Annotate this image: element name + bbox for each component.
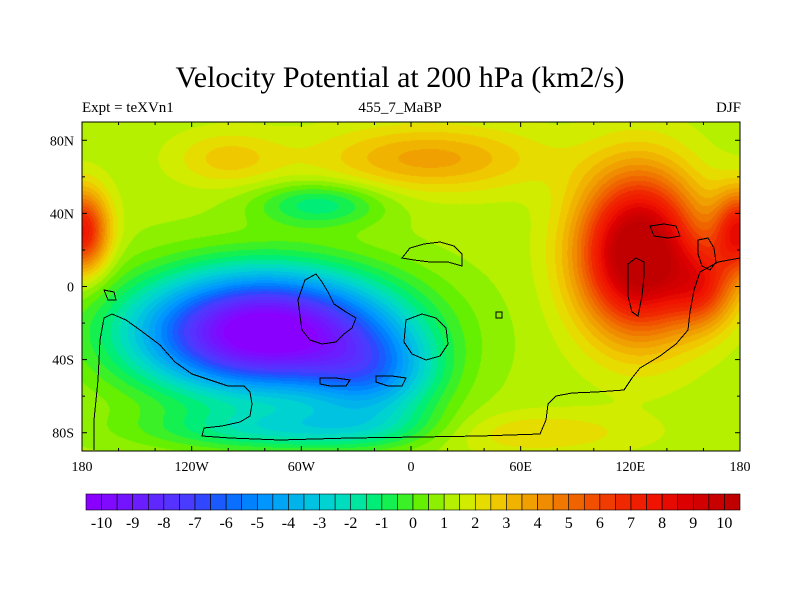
coastline-segment — [103, 289, 117, 301]
velocity-potential-field — [82, 122, 740, 451]
colorbar-label: 7 — [627, 515, 635, 532]
colorbar-box — [568, 493, 585, 511]
colorbar-box — [677, 493, 694, 511]
coastline-segment — [319, 377, 351, 387]
colorbar-box — [412, 493, 429, 511]
colorbar-box — [521, 493, 538, 511]
colorbar-label: -8 — [157, 515, 170, 532]
season-label: DJF — [715, 100, 741, 116]
colorbar-box — [256, 493, 274, 511]
colorbar-label: -9 — [126, 515, 139, 532]
x-tick-label: 120W — [175, 460, 210, 475]
colorbar-box — [334, 493, 352, 511]
colorbar-box — [303, 493, 320, 511]
colorbar-label: -7 — [188, 515, 201, 532]
colorbar-label: 0 — [409, 515, 417, 532]
colorbar-box — [241, 493, 258, 511]
colorbar-box — [350, 493, 367, 511]
colorbar-box — [490, 493, 507, 511]
coastline-segment — [297, 273, 357, 345]
x-tick-label: 60E — [509, 460, 532, 475]
colorbar-label: -10 — [91, 515, 112, 532]
chart-title: Velocity Potential at 200 hPa (km2/s) — [175, 61, 625, 94]
run-label: 455_7_MaBP — [358, 100, 442, 116]
colorbar-box — [101, 493, 118, 511]
colorbar-label: -2 — [344, 515, 357, 532]
colorbar-box — [179, 493, 196, 511]
colorbar-box — [225, 493, 243, 511]
colorbar-box — [365, 493, 383, 511]
colorbar-box — [381, 493, 398, 511]
colorbar-label: 10 — [716, 515, 732, 532]
colorbar-box — [552, 493, 570, 511]
colorbar-box — [443, 493, 461, 511]
colorbar-box — [599, 493, 616, 511]
colorbar-box — [397, 493, 414, 511]
coastline-segment — [495, 311, 503, 319]
coastlines — [93, 223, 741, 450]
colorbar-label: -5 — [251, 515, 264, 532]
colorbar-box — [459, 493, 476, 511]
coastline-segment — [401, 241, 463, 267]
y-tick-label: 80S — [52, 427, 74, 442]
coastline-segment — [627, 257, 645, 317]
colorbar-box — [194, 493, 211, 511]
coastline-segment — [649, 223, 681, 239]
coastline-segment — [93, 257, 741, 450]
colorbar-label: 3 — [502, 515, 510, 532]
colorbar-box — [708, 493, 725, 511]
colorbar-box — [724, 493, 741, 511]
colorbar-box — [615, 493, 632, 511]
x-tick-label: 120E — [616, 460, 646, 475]
colorbar-box — [506, 493, 523, 511]
colorbar-box — [428, 493, 445, 511]
experiment-label: Expt = teXVn1 — [82, 100, 174, 116]
colorbar-box — [147, 493, 165, 511]
colorbar-box — [537, 493, 554, 511]
axes: 180 120W 60W 0 60E 120E 180 80N 40N 0 40S 80S — [50, 122, 751, 475]
y-tick-label: 0 — [67, 281, 74, 296]
colorbar-label: -4 — [282, 515, 295, 532]
colorbar-label: -1 — [375, 515, 388, 532]
colorbar-label: -3 — [313, 515, 326, 532]
x-tick-label: 180 — [730, 460, 751, 475]
colorbar-box — [132, 493, 149, 511]
colorbar-box — [85, 493, 102, 511]
colorbar-label: 1 — [440, 515, 448, 532]
colorbar: -10 -9 -8 -7 -6 -5 -4 -3 -2 -1 0 1 2 3 4 5 6 7 8 9 10 — [85, 493, 741, 532]
coastline-segment — [375, 375, 407, 387]
colorbar-box — [319, 493, 336, 511]
x-tick-label: 0 — [408, 460, 415, 475]
colorbar-label: 8 — [658, 515, 666, 532]
colorbar-box — [163, 493, 180, 511]
x-tick-label: 60W — [288, 460, 316, 475]
y-tick-label: 40N — [50, 207, 74, 222]
colorbar-box — [116, 493, 134, 511]
colorbar-box — [288, 493, 305, 511]
colorbar-label: 5 — [565, 515, 573, 532]
colorbar-box — [583, 493, 601, 511]
colorbar-label: 4 — [534, 515, 542, 532]
colorbar-label: -6 — [219, 515, 232, 532]
colorbar-label: 6 — [596, 515, 604, 532]
y-tick-label: 40S — [52, 354, 74, 369]
colorbar-box — [646, 493, 663, 511]
colorbar-box — [630, 493, 647, 511]
colorbar-box — [210, 493, 227, 511]
coastline-segment — [403, 313, 449, 361]
colorbar-box — [474, 493, 492, 511]
colorbar-label: 2 — [471, 515, 479, 532]
coastline-segment — [697, 237, 717, 271]
colorbar-box — [692, 493, 710, 511]
x-tick-label: 180 — [72, 460, 93, 475]
colorbar-label: 9 — [689, 515, 697, 532]
y-tick-label: 80N — [50, 134, 74, 149]
colorbar-box — [272, 493, 289, 511]
colorbar-box — [661, 493, 679, 511]
